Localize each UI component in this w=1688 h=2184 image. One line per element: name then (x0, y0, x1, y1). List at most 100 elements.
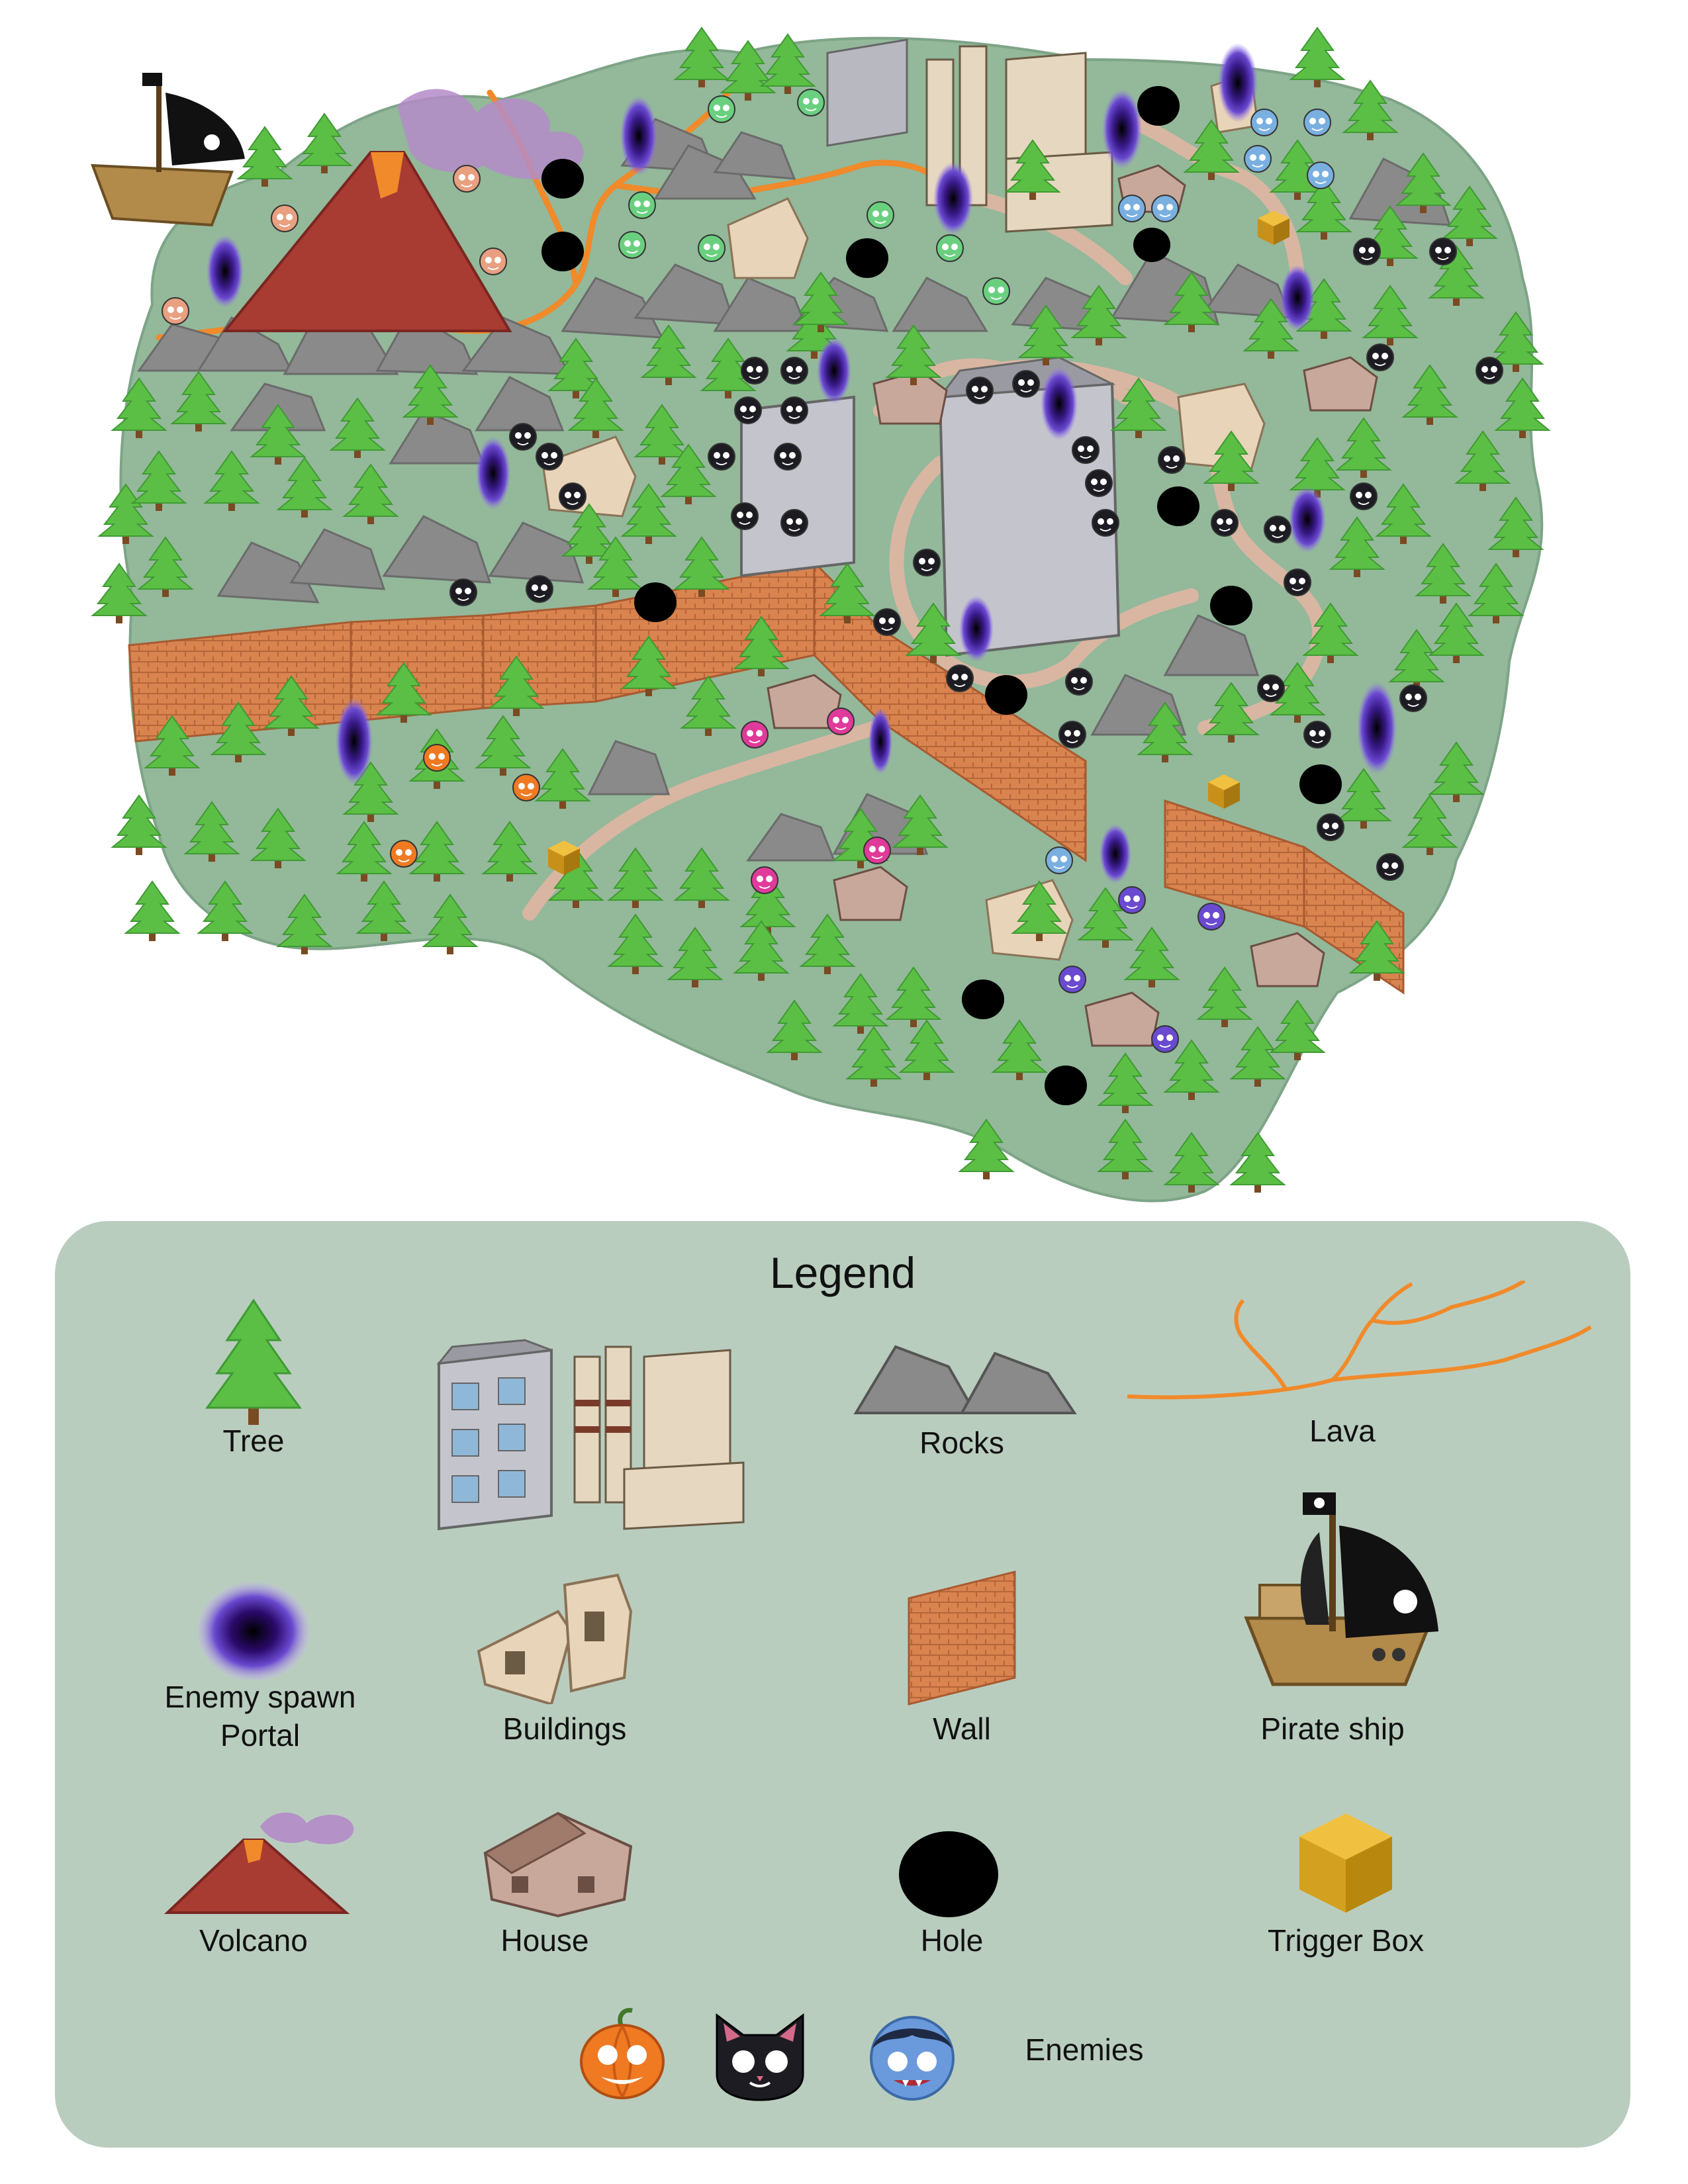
enemy (1158, 446, 1186, 474)
trigger-box-icon (1299, 1813, 1392, 1913)
enemy (512, 774, 540, 801)
tree (1183, 119, 1240, 180)
tree (660, 443, 717, 504)
tree (1395, 152, 1452, 213)
enemy (1303, 109, 1331, 136)
enemy (423, 744, 451, 772)
tree (680, 675, 737, 736)
tree (1362, 285, 1419, 345)
tree (905, 602, 962, 663)
tree (1454, 430, 1511, 491)
enemy (162, 297, 189, 325)
enemy (271, 205, 299, 232)
enemy (453, 165, 481, 193)
tree (1302, 602, 1359, 663)
enemy (1303, 721, 1331, 749)
holes (541, 86, 1342, 1105)
house-icon (483, 1811, 633, 1918)
legend-label-wall: Wall (933, 1711, 991, 1746)
tree-icon (205, 1298, 302, 1425)
tree (1335, 768, 1392, 829)
tree (720, 40, 776, 101)
enemy (873, 608, 901, 636)
tree (1494, 377, 1551, 438)
tree (1468, 563, 1524, 623)
legend-label-house: House (500, 1923, 589, 1958)
enemy (867, 201, 894, 229)
tree (1070, 285, 1127, 345)
tree (1004, 139, 1061, 200)
enemy (1284, 569, 1311, 596)
enemy (390, 840, 418, 868)
hole-icon (899, 1831, 998, 1917)
tree (1163, 1132, 1220, 1193)
enemy (1058, 966, 1086, 993)
enemy (1072, 436, 1100, 464)
portal-icon (197, 1582, 310, 1681)
enemy (1250, 109, 1278, 136)
tree (250, 807, 306, 868)
enemy (1197, 903, 1225, 931)
tree (276, 893, 333, 954)
tree (640, 324, 697, 385)
legend-label-volcano: Volcano (199, 1923, 308, 1958)
legend-label-lava: Lava (1309, 1414, 1376, 1448)
enemy (797, 89, 825, 116)
legend-label-buildings: Buildings (502, 1711, 627, 1746)
tree (885, 966, 942, 1027)
enemy (734, 396, 762, 424)
tree (124, 880, 181, 941)
tree (587, 536, 644, 597)
tree (958, 1118, 1015, 1179)
tree (1203, 430, 1260, 491)
tree (733, 920, 790, 981)
enemy (774, 443, 802, 471)
tree (845, 1026, 902, 1087)
tree (991, 1019, 1048, 1080)
tree (1295, 179, 1352, 240)
tree (607, 913, 664, 974)
enemy (1264, 516, 1291, 543)
enemy (1045, 846, 1073, 874)
tree (792, 271, 849, 332)
legend-label-rocks: Rocks (919, 1426, 1004, 1460)
tree (91, 563, 148, 623)
tree (547, 338, 604, 398)
enemy (1151, 1025, 1179, 1053)
tree (296, 113, 353, 173)
enemy (1257, 674, 1285, 702)
tree (342, 463, 399, 524)
enemy (1211, 509, 1239, 537)
enemy (559, 482, 586, 510)
tree (673, 536, 730, 597)
cat-enemy-icon (716, 2013, 804, 2101)
tree (402, 364, 459, 425)
tree (1348, 920, 1405, 981)
tree (144, 715, 201, 776)
volcano-icon (164, 1812, 354, 1914)
enemy (741, 357, 769, 385)
tree (97, 483, 154, 544)
tree (832, 973, 889, 1034)
tree (1163, 1039, 1220, 1100)
tree (1375, 483, 1432, 544)
legend-label-enemies: Enemies (1025, 2032, 1144, 2067)
tree (111, 377, 167, 438)
tree (1097, 1052, 1154, 1113)
tree (130, 450, 187, 511)
enemy (1317, 813, 1344, 841)
tree (203, 450, 260, 511)
game-map (91, 26, 1551, 1203)
enemy (708, 443, 735, 471)
enemy (741, 721, 769, 749)
tree (481, 821, 538, 882)
lava-icon (1127, 1281, 1592, 1400)
enemy (966, 377, 994, 404)
tree (1428, 602, 1485, 663)
enemy (479, 248, 507, 275)
enemy (751, 866, 778, 894)
enemy (936, 234, 964, 262)
tree (355, 880, 412, 941)
legend-label-trigger-box: Trigger Box (1267, 1923, 1425, 1958)
tree (408, 821, 465, 882)
